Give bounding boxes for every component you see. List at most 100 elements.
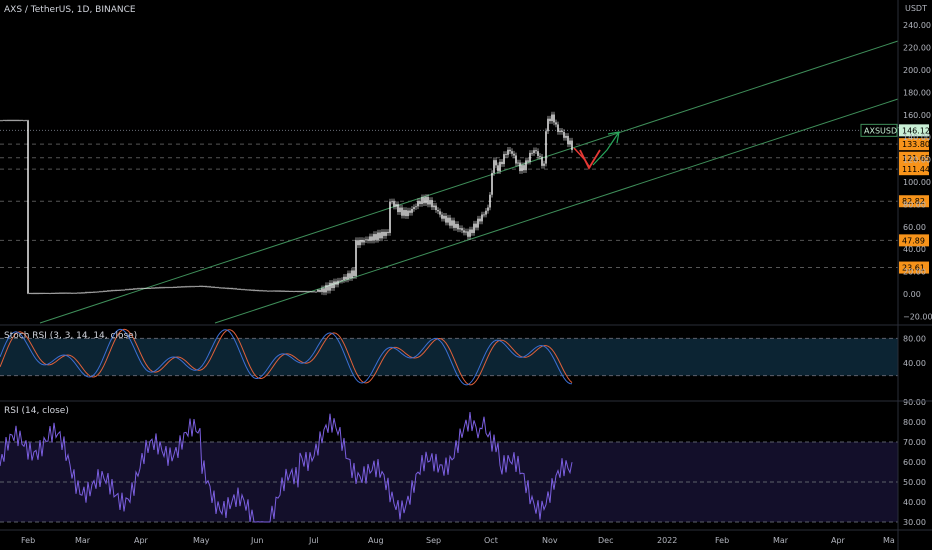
- candle-body: [515, 155, 517, 164]
- candle-body: [445, 215, 447, 223]
- candle-body: [281, 290, 283, 292]
- candle-body: [5, 120, 7, 122]
- rsi-tick-label: 80.00: [903, 418, 926, 427]
- candle-body: [571, 140, 573, 150]
- candle-body: [527, 160, 529, 162]
- candle-body: [239, 288, 241, 290]
- channel-lower-line: [214, 98, 899, 324]
- price-pane[interactable]: 133.80 121.65 111.44 82.82 47.89 23.61 146.12A…: [0, 21, 932, 324]
- candle-body: [343, 276, 345, 281]
- candle-body: [433, 205, 435, 208]
- candle-body: [479, 218, 481, 222]
- candle-body: [425, 196, 427, 204]
- rsi-pane[interactable]: 90.00 80.00 70.00 60.00 50.00 40.00 30.00: [0, 398, 926, 527]
- candle-body: [283, 290, 285, 292]
- time-tick-label: Jul: [308, 536, 319, 545]
- candle-body: [65, 292, 67, 294]
- candle-body: [213, 286, 215, 288]
- candle-body: [373, 234, 375, 241]
- candle-body: [333, 281, 335, 289]
- candle-body: [437, 210, 439, 212]
- candle-body: [277, 290, 279, 292]
- candle-body: [453, 220, 455, 228]
- candle-body: [375, 234, 377, 240]
- candle-body: [389, 201, 391, 233]
- candle-body: [49, 293, 51, 295]
- candle-body: [193, 286, 195, 288]
- candle-body: [259, 290, 261, 292]
- candle-body: [475, 223, 477, 228]
- candle-body: [33, 293, 35, 294]
- candle-body: [73, 292, 75, 294]
- symbol-tag-label: AXSUSDT: [864, 126, 902, 135]
- candle-body: [421, 197, 423, 204]
- time-axis[interactable]: Feb Mar Apr May Jun Jul Aug Sep Oct Nov Dec 2022 Feb…: [21, 536, 895, 545]
- price-tick-label: −20.00: [903, 312, 932, 321]
- candle-body: [487, 207, 489, 211]
- candle-body: [121, 289, 123, 291]
- candle-body: [291, 291, 293, 292]
- rsi-tick-label: 60.00: [903, 458, 926, 467]
- stoch-rsi-pane[interactable]: 80.00 40.00: [0, 328, 926, 386]
- stoch-tick-label: 80.00: [903, 334, 926, 343]
- candle-body: [225, 287, 227, 289]
- candle-body: [275, 290, 277, 292]
- time-tick-label: Ma: [883, 536, 895, 545]
- candle-body: [339, 280, 341, 282]
- candle-body: [381, 231, 383, 239]
- candle-body: [229, 288, 231, 289]
- candle-body: [185, 286, 187, 288]
- candle-body: [221, 287, 223, 289]
- green-arrow: [592, 131, 620, 166]
- candle-body: [519, 162, 521, 172]
- candle-body: [305, 291, 307, 292]
- candles: [0, 111, 573, 296]
- candle-body: [403, 210, 405, 216]
- candle-body: [9, 120, 11, 121]
- candle-body: [279, 290, 281, 292]
- candle-body: [267, 290, 269, 292]
- candle-body: [137, 288, 139, 290]
- candle-body: [13, 120, 15, 121]
- candle-body: [205, 286, 207, 287]
- candle-body: [101, 291, 103, 293]
- candle-body: [303, 291, 305, 292]
- candle-body: [289, 291, 291, 292]
- candle-body: [0, 120, 1, 122]
- candle-body: [79, 292, 81, 294]
- candle-body: [115, 290, 117, 291]
- rsi-tick-label: 70.00: [903, 438, 926, 447]
- rsi-line: [0, 411, 573, 523]
- level-tag-label: 111.44: [902, 165, 930, 174]
- candle-body: [39, 293, 41, 294]
- level-tag-label: 47.89: [902, 236, 925, 245]
- candle-body: [189, 286, 191, 288]
- time-tick-label: Aug: [368, 536, 384, 545]
- time-tick-label: May: [193, 536, 210, 545]
- candle-body: [195, 286, 197, 288]
- candle-body: [499, 161, 501, 172]
- candle-body: [141, 288, 143, 290]
- candle-body: [543, 163, 545, 166]
- candle-body: [87, 292, 89, 294]
- candle-body: [35, 293, 37, 294]
- candle-body: [167, 287, 169, 289]
- candle-body: [209, 286, 211, 288]
- candle-body: [497, 165, 499, 172]
- candle-body: [21, 120, 23, 122]
- candle-body: [273, 290, 275, 292]
- candle-body: [129, 288, 131, 290]
- candle-body: [99, 291, 101, 293]
- candle-body: [125, 289, 127, 291]
- time-tick-label: 2022: [657, 536, 677, 545]
- candle-body: [427, 196, 429, 205]
- price-tick-label: 220.00: [903, 44, 931, 53]
- candle-body: [481, 214, 483, 222]
- candle-body: [469, 229, 471, 237]
- candle-body: [191, 286, 193, 288]
- candle-body: [11, 120, 13, 121]
- candle-body: [51, 293, 53, 294]
- candle-body: [63, 292, 65, 294]
- candle-body: [245, 289, 247, 291]
